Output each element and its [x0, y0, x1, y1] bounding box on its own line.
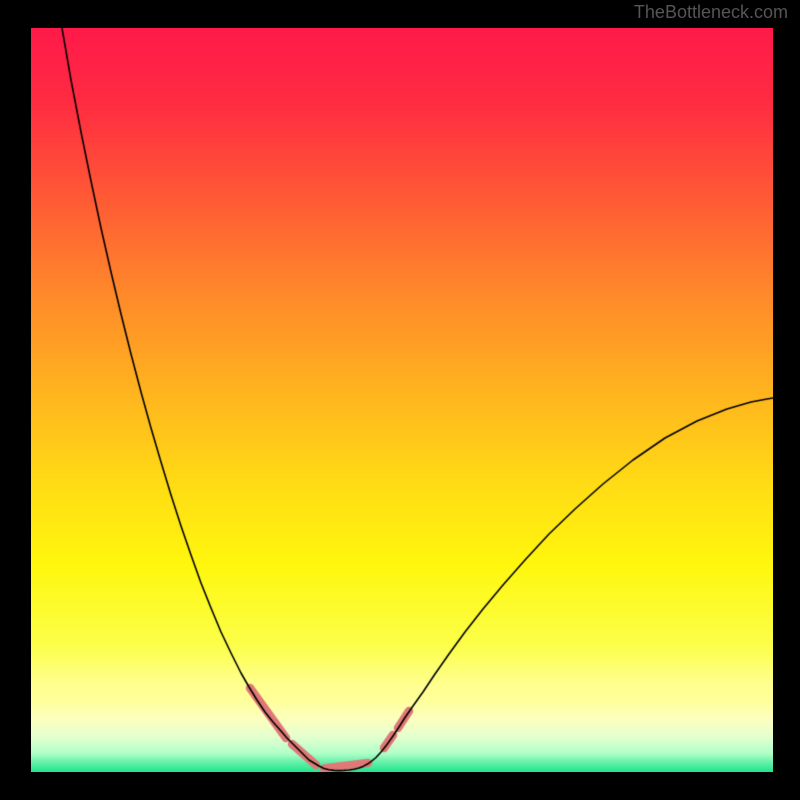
- bottleneck-curve: [31, 28, 773, 772]
- chart-frame: TheBottleneck.com: [0, 0, 800, 800]
- watermark-text: TheBottleneck.com: [634, 2, 788, 23]
- plot-area: [31, 28, 773, 772]
